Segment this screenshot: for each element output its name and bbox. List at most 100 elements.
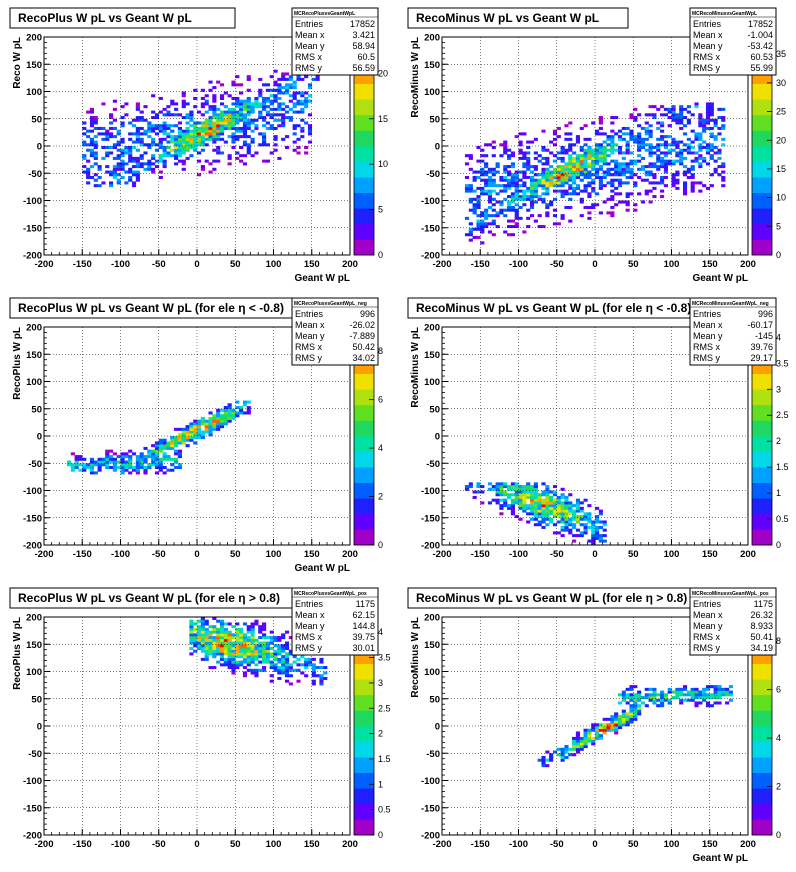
hist-cell: [277, 666, 282, 670]
hist-cell: [200, 102, 205, 106]
hist-cell: [258, 636, 263, 640]
hist-cell: [120, 151, 125, 155]
color-scale-band: [752, 99, 772, 116]
hist-cell: [572, 504, 577, 508]
hist-cell: [610, 726, 615, 730]
hist-cell: [682, 156, 688, 160]
hist-cell: [572, 170, 577, 174]
hist-cell: [686, 121, 691, 125]
hist-cell: [705, 102, 711, 106]
hist-cell: [277, 88, 282, 92]
x-tick-label: -150: [471, 259, 490, 270]
hist-cell: [660, 137, 665, 141]
hist-cell: [269, 107, 274, 111]
hist-cell: [223, 411, 228, 415]
hist-cell: [491, 197, 496, 201]
hist-cell: [131, 140, 137, 144]
hist-cell: [617, 720, 623, 724]
hist-cell: [135, 465, 140, 469]
hist-cell: [575, 509, 581, 513]
hist-cell: [629, 709, 634, 713]
hist-cell: [181, 167, 186, 171]
hist-cell: [277, 671, 282, 675]
hist-cell: [262, 107, 267, 111]
y-tick-label: 0: [435, 142, 440, 153]
stats-value: 3.421: [352, 30, 375, 40]
hist-cell: [537, 495, 542, 499]
hist-cell: [135, 455, 140, 459]
hist-panel-4: -200 -150 -100 -50 0 50 100 150 200-200-150-100-…: [407, 297, 789, 560]
hist-cell: [181, 105, 186, 109]
hist-cell: [507, 148, 512, 152]
histogram-cells: [464, 482, 607, 546]
hist-cell: [281, 657, 286, 661]
hist-cell: [204, 124, 209, 128]
hist-cell: [292, 83, 297, 87]
hist-cell: [177, 121, 183, 125]
hist-cell: [549, 509, 554, 513]
hist-cell: [112, 99, 117, 103]
hist-cell: [208, 425, 213, 429]
hist-cell: [545, 203, 550, 207]
hist-cell: [484, 178, 489, 182]
hist-cell: [671, 690, 676, 694]
hist-cell: [682, 192, 688, 196]
hist-cell: [139, 455, 144, 459]
hist-cell: [495, 200, 500, 204]
hist-cell: [269, 94, 274, 98]
hist-cell: [491, 222, 496, 226]
hist-cell: [575, 731, 581, 735]
hist-cell: [208, 636, 213, 640]
hist-cell: [200, 148, 205, 152]
hist-cell: [464, 186, 470, 190]
hist-cell: [499, 493, 504, 497]
z-tick-label: 0: [776, 540, 781, 550]
hist-cell: [595, 520, 600, 524]
hist-cell: [510, 506, 515, 510]
hist-cell: [158, 137, 163, 141]
hist-cell: [189, 116, 194, 120]
hist-cell: [560, 495, 565, 499]
hist-cell: [120, 175, 125, 179]
hist-cell: [656, 165, 661, 169]
hist-cell: [487, 197, 493, 201]
hist-cell: [526, 197, 531, 201]
hist-cell: [591, 173, 596, 177]
hist-cell: [468, 184, 473, 188]
hist-cell: [480, 159, 485, 163]
hist-cell: [640, 696, 646, 700]
hist-cell: [162, 113, 167, 117]
hist-cell: [694, 690, 699, 694]
hist-cell: [86, 148, 91, 152]
hist-cell: [625, 720, 630, 724]
hist-cell: [242, 646, 248, 650]
hist-cell: [507, 186, 512, 190]
plot-title: RecoMinus W pL vs Geant W pL: [416, 11, 599, 25]
hist-cell: [644, 696, 649, 700]
hist-cell: [200, 644, 205, 648]
hist-cell: [109, 151, 114, 155]
hist-cell: [235, 121, 240, 125]
hist-cell: [698, 701, 703, 705]
hist-cell: [109, 460, 114, 464]
hist-cell: [610, 151, 615, 155]
hist-cell: [300, 655, 305, 659]
hist-cell: [166, 126, 171, 130]
hist-cell: [694, 181, 699, 185]
hist-cell: [518, 156, 523, 160]
hist-cell: [575, 156, 581, 160]
hist-cell: [204, 102, 209, 106]
stats-box-name: MCRecoMinusvsGeantWpL_neg: [692, 301, 769, 307]
hist-cell: [637, 148, 642, 152]
hist-cell: [181, 162, 186, 166]
hist-cell: [637, 706, 642, 710]
hist-cell: [189, 652, 194, 656]
hist-cell: [518, 148, 523, 152]
hist-cell: [637, 690, 642, 694]
hist-cell: [219, 663, 225, 667]
hist-cell: [204, 644, 209, 648]
hist-cell: [633, 701, 638, 705]
hist-cell: [277, 86, 282, 90]
hist-cell: [227, 644, 232, 648]
